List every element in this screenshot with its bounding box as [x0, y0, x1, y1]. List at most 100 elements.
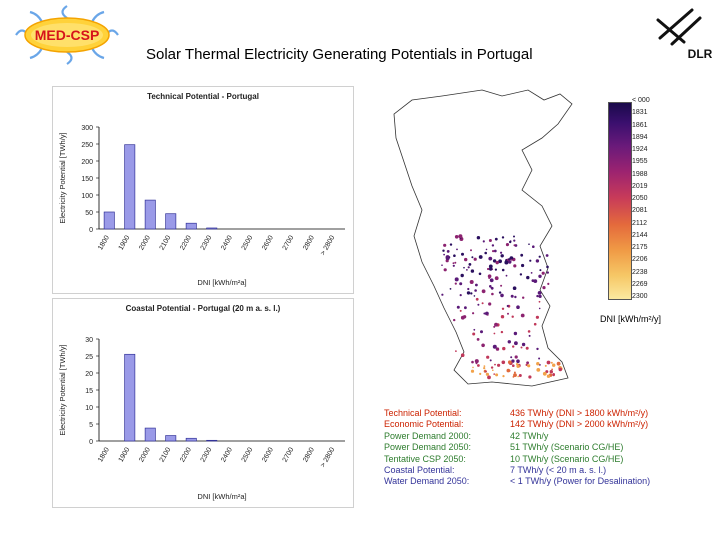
- chart2-x-tick-label: 2600: [261, 446, 275, 463]
- summary-row: Tentative CSP 2050: 10 TWh/y (Scenario CG…: [384, 454, 714, 466]
- summary-row: Economic Potential: 142 TWh/y (DNI > 2000…: [384, 419, 714, 431]
- dni-dot: [522, 296, 525, 299]
- dni-dot: [527, 364, 531, 368]
- dni-dot: [514, 355, 518, 359]
- page-title: Solar Thermal Electricity Generating Pot…: [146, 46, 533, 63]
- legend-value: 2112: [632, 219, 648, 227]
- chart2-y-tick-label: 5: [89, 422, 93, 429]
- dni-legend: < 000 1831 1861 1894 1924 1955 1988 2019 2050 208…: [608, 97, 664, 300]
- dni-dot: [551, 368, 553, 371]
- dni-dot: [452, 262, 455, 265]
- dni-dot: [483, 367, 486, 370]
- chart1-x-tick-label: 1900: [118, 234, 132, 251]
- dni-dot: [494, 237, 498, 241]
- summary-label: Power Demand 2050:: [384, 442, 472, 453]
- dni-dot: [481, 343, 485, 348]
- dni-dot: [506, 368, 511, 373]
- dni-dot: [538, 300, 541, 303]
- dni-dot: [449, 243, 453, 246]
- dni-dot: [459, 294, 462, 297]
- summary-row: Power Demand 2000: 42 TWh/y: [384, 431, 714, 443]
- dni-dot: [520, 253, 524, 257]
- dni-dot: [516, 359, 520, 364]
- dni-dot: [536, 347, 539, 351]
- dni-dot: [489, 267, 493, 271]
- dni-dot: [489, 278, 494, 283]
- dni-dot: [505, 274, 508, 277]
- dni-dot: [494, 363, 496, 366]
- dni-dot: [556, 361, 561, 366]
- dni-dot: [452, 264, 455, 267]
- summary-label: Tentative CSP 2050:: [384, 453, 466, 464]
- dni-dot: [546, 271, 549, 274]
- dni-dot: [545, 370, 549, 374]
- dni-dot: [513, 235, 515, 238]
- dni-dot: [493, 249, 497, 253]
- chart1-x-tick-label: 2300: [200, 234, 214, 251]
- chart2-y-tick-label: 30: [85, 337, 93, 344]
- dni-dot: [538, 274, 542, 278]
- dni-dot: [513, 239, 516, 242]
- dni-dot: [521, 342, 526, 347]
- dni-dot: [535, 259, 540, 263]
- dni-dot: [512, 376, 515, 378]
- dni-dot: [512, 286, 517, 290]
- dni-dot: [466, 291, 471, 295]
- dni-dot: [501, 307, 505, 310]
- dni-dot: [488, 239, 492, 242]
- summary-row: Technical Potential: 436 TWh/y (DNI > 180…: [384, 408, 714, 420]
- dni-dot: [459, 282, 463, 286]
- chart1-y-label: Electricity Potential [TWh/y]: [58, 132, 67, 223]
- dni-dot: [500, 254, 504, 258]
- dni-dot: [473, 257, 477, 261]
- dni-dot: [475, 283, 478, 287]
- dni-dot: [459, 309, 462, 312]
- summary-value: 51 TWh/y (Scenario CG/HE): [510, 442, 624, 453]
- dni-dot: [475, 297, 479, 301]
- dni-dot: [528, 375, 532, 379]
- chart1-x-tick-label: > 2800: [320, 234, 337, 256]
- dni-dot: [497, 363, 501, 367]
- dni-dot: [507, 312, 509, 315]
- dni-dot: [504, 260, 509, 265]
- dni-dot: [520, 346, 523, 349]
- dni-dot: [541, 271, 545, 275]
- legend-value: 2269: [632, 280, 648, 288]
- dni-dot: [445, 255, 450, 260]
- dni-dot: [492, 344, 497, 349]
- summary-value: 10 TWh/y (Scenario CG/HE): [510, 453, 624, 464]
- dni-dot: [512, 364, 515, 368]
- chart1-x-tick-label: 2800: [302, 234, 316, 251]
- legend-value: 1861: [632, 121, 648, 129]
- dni-dot: [510, 258, 513, 261]
- dni-dot: [537, 291, 542, 295]
- chart2-x-tick-label: 2300: [200, 446, 214, 463]
- dni-dot: [464, 306, 467, 310]
- dni-dot: [454, 235, 459, 239]
- legend-value: 2206: [632, 256, 648, 264]
- portugal-map-svg: [393, 89, 573, 387]
- dni-dot: [470, 269, 475, 273]
- dni-dot: [477, 303, 480, 306]
- chart2-x-tick-label: 2100: [159, 446, 173, 463]
- dni-dot: [512, 345, 515, 348]
- dni-dot: [487, 314, 489, 316]
- dni-dot: [505, 243, 510, 247]
- dlr-logo: DLR: [644, 4, 716, 64]
- technical-potential-chart: Technical Potential - Portugal 0 50 100 150 2…: [52, 86, 354, 294]
- dlr-text: DLR: [688, 47, 713, 61]
- dni-dot: [526, 275, 530, 280]
- dni-dot: [454, 261, 457, 264]
- dni-dot: [477, 364, 480, 367]
- chart2-title: Coastal Potential - Portugal (20 m a. s.…: [126, 304, 281, 313]
- chart1-x-tick-label: 2000: [138, 234, 152, 251]
- dni-dot: [502, 375, 505, 378]
- dni-legend-labels: < 000 1831 1861 1894 1924 1955 1988 2019 2050 208…: [632, 97, 664, 300]
- dni-dot: [506, 304, 509, 308]
- dni-dot: [538, 294, 542, 298]
- portugal-dni-map: [372, 86, 672, 392]
- dni-dot: [536, 294, 539, 298]
- dni-dot: [513, 371, 516, 374]
- chart1-x-tick-label: 2600: [261, 234, 275, 251]
- dni-dot: [516, 363, 519, 366]
